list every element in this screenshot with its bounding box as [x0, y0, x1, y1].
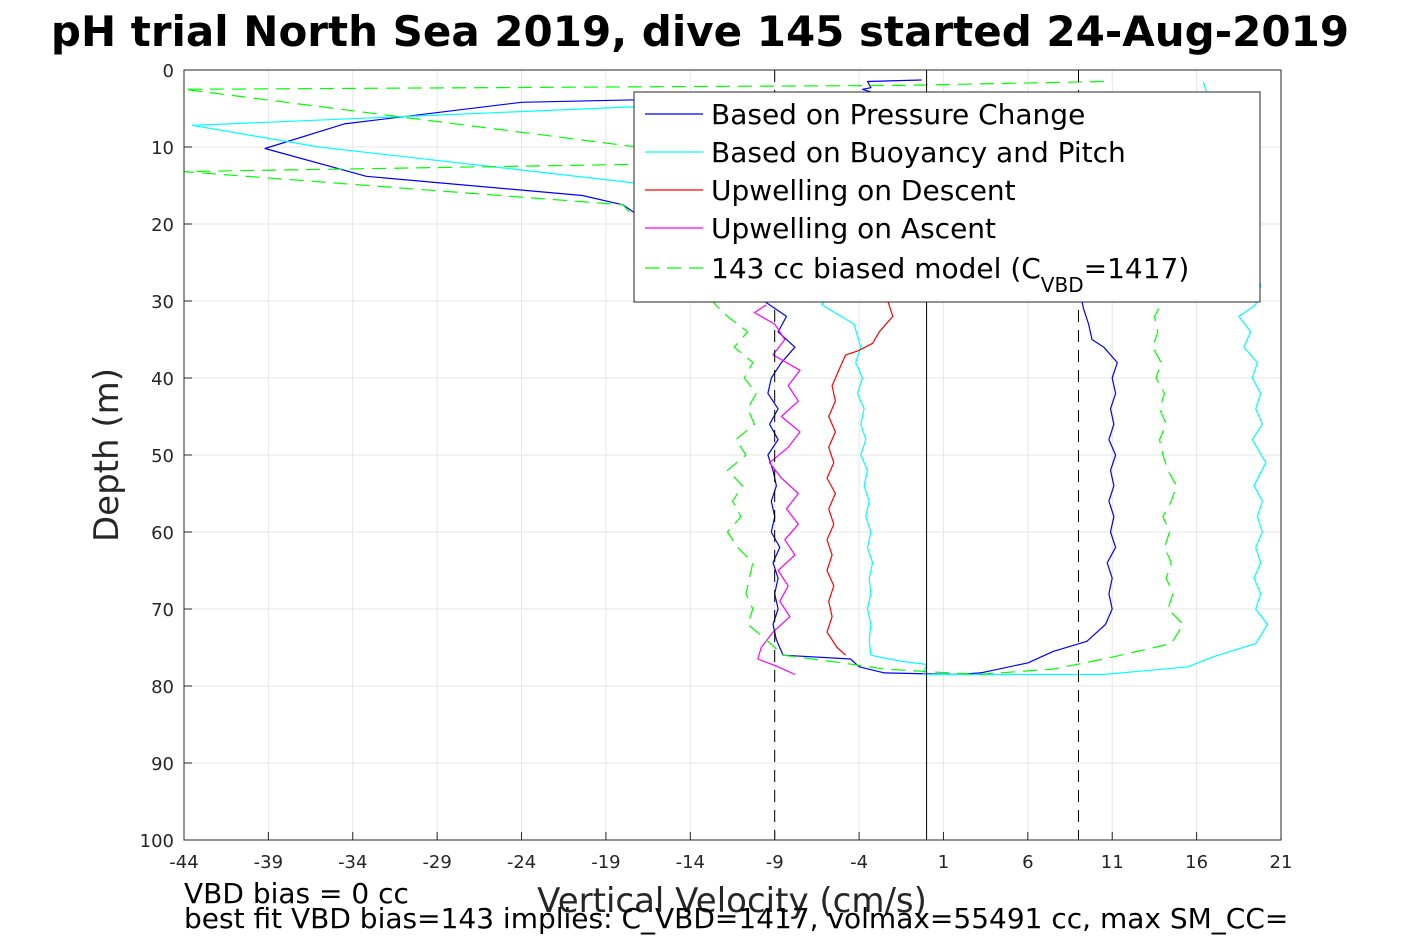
- y-tick-label: 80: [151, 677, 174, 698]
- x-tick-label: -9: [766, 852, 784, 873]
- y-tick-label: 10: [151, 138, 174, 159]
- x-tick-label: 21: [1270, 852, 1293, 873]
- legend: Based on Pressure Change Based on Buoyanc…: [633, 91, 1261, 303]
- series-line-5: [184, 80, 1184, 676]
- legend-label-3: Upwelling on Descent: [711, 174, 1016, 207]
- x-tick-label: -34: [338, 852, 367, 873]
- x-tick-label: -24: [507, 852, 536, 873]
- x-tick-label: 1: [938, 852, 949, 873]
- y-tick-label: 20: [151, 215, 174, 236]
- y-tick-label: 70: [151, 600, 174, 621]
- x-tick-label: 16: [1185, 852, 1208, 873]
- y-tick-label: 60: [151, 523, 174, 544]
- series-line-2: [191, 81, 1269, 676]
- y-tick-label: 90: [151, 754, 174, 775]
- y-tick-label: 0: [163, 61, 174, 82]
- series-line-4: [753, 304, 801, 676]
- legend-label-4: Upwelling on Ascent: [711, 212, 996, 245]
- chart-title: pH trial North Sea 2019, dive 145 starte…: [51, 7, 1349, 56]
- y-tick-label: 40: [151, 369, 174, 390]
- x-tick-label: -29: [422, 852, 451, 873]
- series-line-3: [826, 300, 894, 656]
- legend-box: [633, 91, 1261, 303]
- y-tick-label: 30: [151, 292, 174, 313]
- x-axis-ticks: -44 -39 -34 -29 -24 -19 -14 -9 -4 1 6 11 16 21: [169, 832, 1292, 873]
- x-tick-label: -14: [676, 852, 705, 873]
- x-tick-label: -44: [169, 852, 198, 873]
- x-axis-label: Vertical Velocity (cm/s): [537, 881, 927, 921]
- legend-label-5: 143 cc biased model (CVBD=1417): [711, 252, 1189, 297]
- y-tick-label: 50: [151, 446, 174, 467]
- legend-label-2: Based on Buoyancy and Pitch: [711, 136, 1126, 169]
- footer-line-2: best fit VBD bias=143 implies: C_VBD=141…: [184, 902, 1288, 935]
- y-tick-label: 100: [140, 831, 174, 852]
- x-tick-label: 11: [1101, 852, 1124, 873]
- legend-label-1: Based on Pressure Change: [711, 98, 1085, 131]
- x-tick-label: -4: [850, 852, 868, 873]
- footer-line-1: VBD bias = 0 cc: [184, 877, 409, 910]
- y-axis-ticks: 0 10 20 30 40 50 60 70 80 90 100: [140, 61, 192, 852]
- x-tick-label: 6: [1022, 852, 1033, 873]
- x-tick-label: -19: [591, 852, 620, 873]
- y-axis-label: Depth (m): [87, 368, 127, 542]
- x-tick-label: -39: [254, 852, 283, 873]
